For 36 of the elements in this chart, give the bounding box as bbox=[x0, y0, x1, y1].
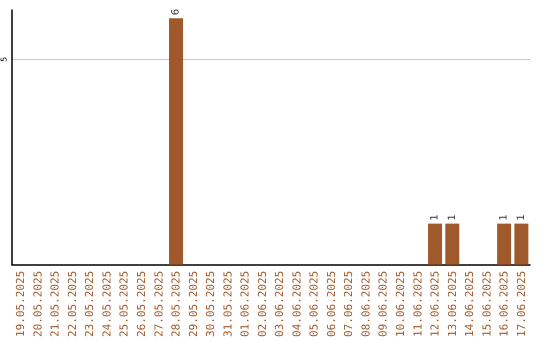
x-tick-label: 13.06.2025 bbox=[446, 270, 459, 338]
x-tick-label: 20.05.2025 bbox=[31, 270, 44, 338]
x-tick-label: 12.06.2025 bbox=[428, 270, 442, 338]
x-tick-label: 24.05.2025 bbox=[100, 270, 114, 338]
x-tick-label: 05.06.2025 bbox=[308, 270, 321, 338]
x-tick-label: 14.06.2025 bbox=[463, 270, 476, 338]
x-tick-label: 25.05.2025 bbox=[118, 270, 131, 338]
x-tick-label: 01.06.2025 bbox=[238, 270, 252, 338]
x-tick-label: 28.05.2025 bbox=[170, 270, 183, 338]
x-tick-label: 03.06.2025 bbox=[273, 270, 286, 338]
x-tick-label: 26.05.2025 bbox=[135, 270, 148, 338]
x-tick-label: 22.05.2025 bbox=[66, 270, 79, 338]
x-tick-label: 07.06.2025 bbox=[342, 270, 356, 338]
data-label: 1 bbox=[516, 214, 527, 221]
x-tick-label: 21.05.2025 bbox=[48, 270, 62, 338]
data-label: 1 bbox=[498, 214, 510, 221]
x-tick-label: 04.06.2025 bbox=[290, 270, 304, 338]
x-tick-label: 23.05.2025 bbox=[83, 270, 96, 338]
x-tick-label: 02.06.2025 bbox=[256, 270, 269, 338]
y-tick-label: 5 bbox=[0, 56, 8, 62]
x-tick-label: 27.05.2025 bbox=[152, 270, 166, 338]
x-tick-label: 10.06.2025 bbox=[394, 270, 407, 338]
x-tick-label: 29.05.2025 bbox=[186, 270, 200, 338]
x-tick-label: 16.06.2025 bbox=[498, 270, 511, 338]
x-tick-label: 11.06.2025 bbox=[411, 270, 424, 338]
x-tick-label: 30.05.2025 bbox=[204, 270, 218, 338]
x-tick-label: 15.06.2025 bbox=[480, 270, 494, 338]
data-label: 6 bbox=[170, 8, 182, 16]
data-label: 1 bbox=[430, 214, 441, 221]
x-tick-label: 17.06.2025 bbox=[514, 270, 528, 338]
x-tick-label: 31.05.2025 bbox=[221, 270, 234, 338]
x-tick-label: 19.05.2025 bbox=[14, 270, 28, 338]
x-tick-label: 08.06.2025 bbox=[359, 270, 372, 338]
data-label: 1 bbox=[446, 214, 458, 221]
x-tick-label: 09.06.2025 bbox=[376, 270, 390, 338]
x-tick-label: 06.06.2025 bbox=[324, 270, 338, 338]
